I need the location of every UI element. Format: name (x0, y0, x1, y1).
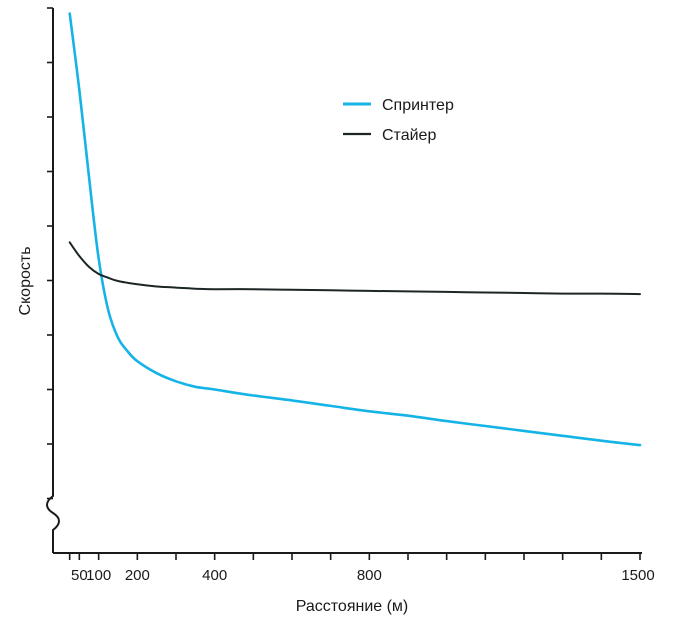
y-ticks (47, 7, 53, 500)
series-line-2 (68, 241, 641, 296)
x-tick-label: 100 (86, 567, 111, 584)
legend-label-2: Стайер (382, 127, 436, 144)
y-axis (46, 8, 60, 553)
x-tick-label: 1500 (621, 567, 654, 584)
legend: Спринтер Стайер (343, 97, 454, 144)
x-tick-label: 50 (71, 567, 88, 584)
x-axis-title: Расстояние (м) (296, 598, 409, 615)
series-line-1 (68, 12, 642, 447)
legend-label-1: Спринтер (382, 97, 454, 114)
y-axis-title: Скорость (17, 246, 34, 315)
x-ticks (68, 553, 641, 560)
series-lines (68, 12, 642, 447)
x-tick-label: 400 (202, 567, 227, 584)
x-tick-label: 200 (125, 567, 150, 584)
x-tick-label: 800 (357, 567, 382, 584)
